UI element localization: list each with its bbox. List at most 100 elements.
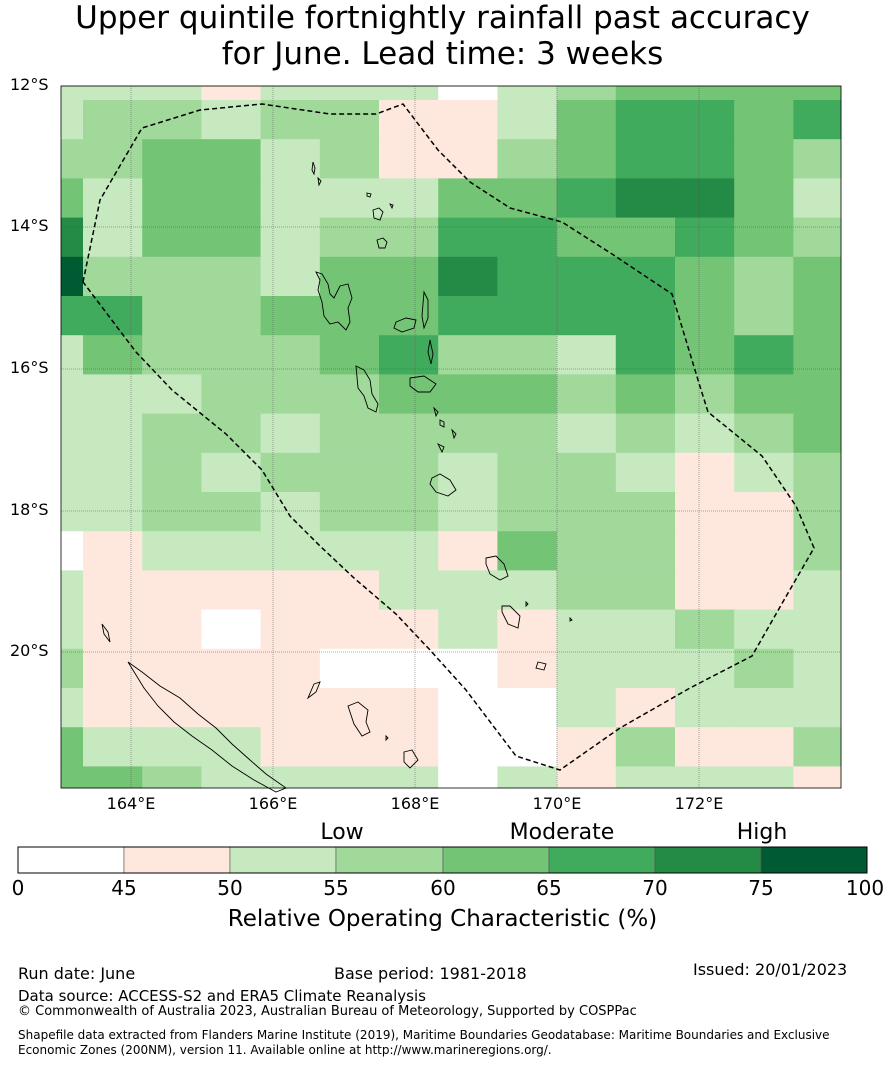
- grid-cell: [83, 178, 143, 219]
- grid-cell: [260, 452, 321, 493]
- grid-cell: [201, 139, 262, 179]
- grid-cell: [142, 531, 202, 571]
- grid-cell: [793, 217, 842, 258]
- grid-cell: [260, 256, 321, 297]
- grid-cell: [556, 648, 617, 689]
- colorbar-segment: [548, 846, 656, 874]
- grid-cell: [201, 374, 262, 415]
- grid-cell: [83, 413, 143, 454]
- grid-cell: [556, 100, 617, 140]
- grid-cell: [379, 688, 439, 728]
- grid-cell: [615, 570, 676, 611]
- grid-cell: [497, 727, 558, 767]
- grid-cell: [675, 139, 735, 179]
- grid-cell: [556, 452, 617, 493]
- grid-cell: [675, 688, 735, 728]
- grid-cell: [497, 86, 558, 101]
- grid-cell: [83, 100, 143, 140]
- shapefile-note: Shapefile data extracted from Flanders M…: [18, 1028, 830, 1057]
- rainfall-accuracy-grid: [61, 86, 842, 789]
- lon-label-164e: 164°E: [106, 794, 156, 813]
- grid-cell: [61, 727, 84, 767]
- grid-cell: [438, 766, 498, 789]
- grid-cell: [319, 570, 380, 611]
- grid-cell: [201, 413, 262, 454]
- grid-cell: [793, 688, 842, 728]
- data-source: Data source: ACCESS-S2 and ERA5 Climate …: [18, 987, 426, 1005]
- grid-cell: [142, 727, 202, 767]
- grid-cell: [497, 374, 558, 415]
- grid-cell: [438, 178, 498, 219]
- grid-cell: [438, 374, 498, 415]
- map-frame: [60, 85, 842, 789]
- grid-cell: [615, 688, 676, 728]
- grid-cell: [142, 766, 202, 789]
- grid-cell: [83, 648, 143, 689]
- tick-55: 55: [323, 876, 349, 900]
- grid-cell: [83, 727, 143, 767]
- colorbar-title: Relative Operating Characteristic (%): [227, 906, 658, 932]
- grid-cell: [675, 452, 735, 493]
- colorbar-segment: [335, 846, 444, 874]
- grid-cell: [438, 217, 498, 258]
- colorbar-segment: [442, 846, 550, 874]
- grid-cell: [615, 296, 676, 336]
- grid-cell: [61, 609, 84, 650]
- grid-cell: [793, 256, 842, 297]
- grid-cell: [675, 256, 735, 297]
- tick-75: 75: [748, 876, 774, 900]
- grid-cell: [438, 86, 498, 101]
- grid-cell: [793, 178, 842, 219]
- grid-cell: [379, 609, 439, 650]
- grid-cell: [142, 296, 202, 336]
- grid-cell: [379, 217, 439, 258]
- grid-cell: [556, 766, 617, 789]
- grid-cell: [83, 139, 143, 179]
- grid-cell: [260, 86, 321, 101]
- grid-cell: [793, 531, 842, 571]
- grid-cell: [260, 727, 321, 767]
- lon-label-166e: 166°E: [248, 794, 298, 813]
- grid-cell: [497, 531, 558, 571]
- tick-50: 50: [217, 876, 243, 900]
- grid-cell: [734, 217, 794, 258]
- grid-cell: [319, 688, 380, 728]
- grid-cell: [497, 100, 558, 140]
- grid-cell: [61, 374, 84, 415]
- grid-cell: [438, 100, 498, 140]
- map-title-line1: Upper quintile fortnightly rainfall past…: [75, 0, 810, 36]
- grid-cell: [734, 570, 794, 611]
- grid-cell: [379, 531, 439, 571]
- copyright: © Commonwealth of Australia 2023, Austra…: [18, 1004, 637, 1019]
- grid-cell: [556, 139, 617, 179]
- grid-cell: [142, 139, 202, 179]
- grid-cell: [61, 335, 84, 375]
- grid-cell: [379, 766, 439, 789]
- grid-cell: [556, 688, 617, 728]
- grid-cell: [734, 374, 794, 415]
- grid-cell: [615, 766, 676, 789]
- grid-cell: [319, 86, 380, 101]
- grid-cell: [379, 648, 439, 689]
- grid-cell: [260, 217, 321, 258]
- grid-cell: [793, 413, 842, 454]
- grid-cell: [438, 727, 498, 767]
- grid-cell: [497, 648, 558, 689]
- colorbar-segment: [229, 846, 337, 874]
- lat-label-12s: 12°S: [10, 75, 49, 94]
- grid-cell: [61, 296, 84, 336]
- grid-cell: [734, 452, 794, 493]
- grid-cell: [260, 296, 321, 336]
- grid-cell: [675, 413, 735, 454]
- grid-cell: [793, 492, 842, 532]
- grid-cell: [734, 139, 794, 179]
- grid-cell: [61, 688, 84, 728]
- grid-cell: [260, 648, 321, 689]
- grid-cell: [379, 296, 439, 336]
- grid-cell: [201, 492, 262, 532]
- grid-cell: [319, 609, 380, 650]
- grid-cell: [83, 256, 143, 297]
- grid-cell: [83, 374, 143, 415]
- grid-cell: [497, 609, 558, 650]
- grid-cell: [615, 86, 676, 101]
